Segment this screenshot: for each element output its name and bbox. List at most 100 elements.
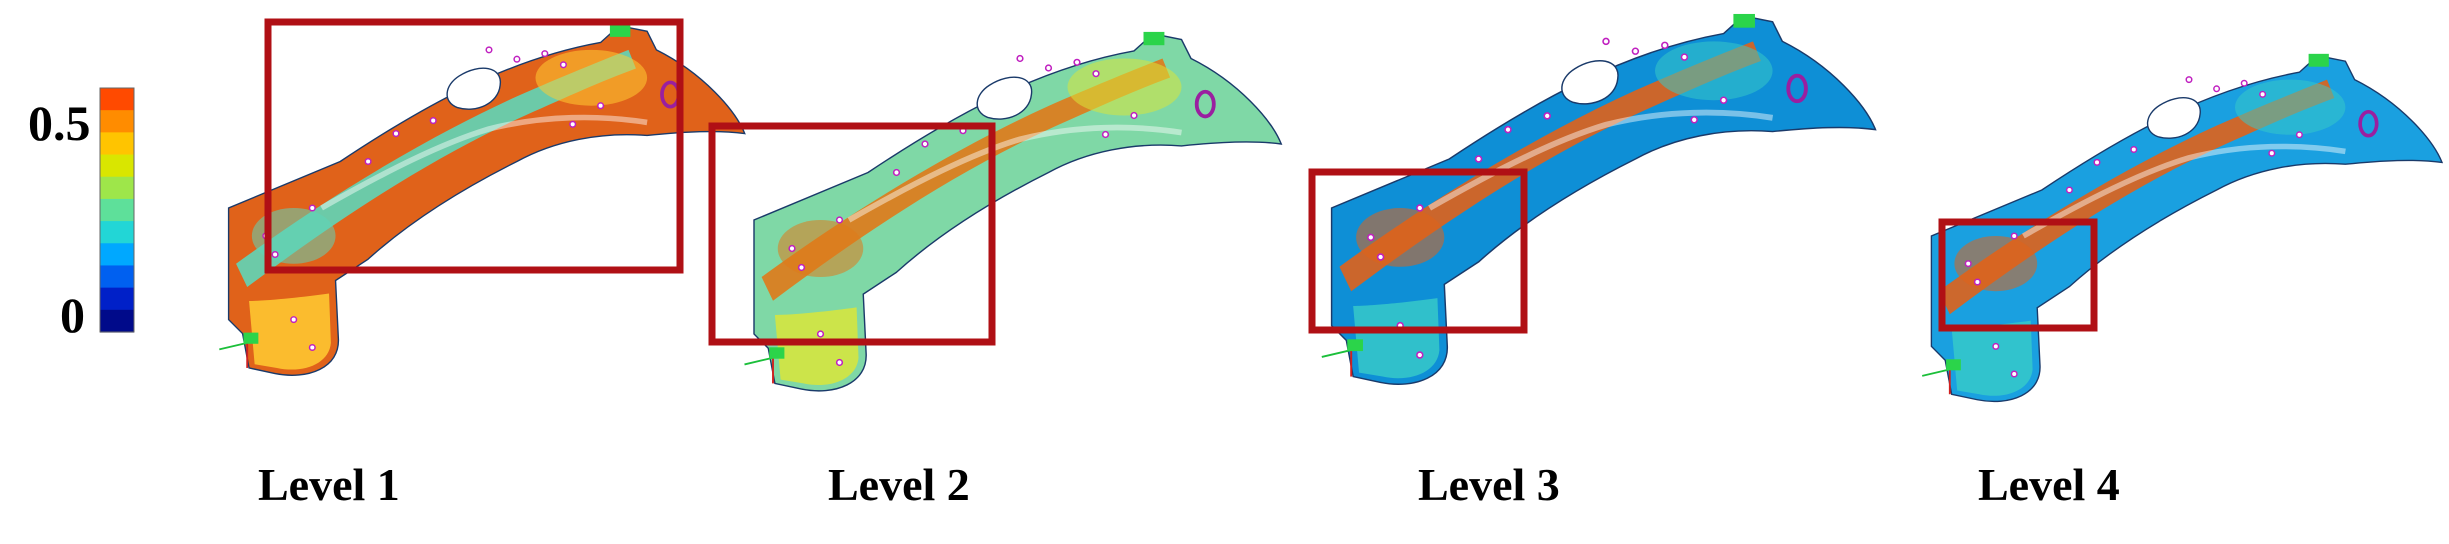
legend-swatch xyxy=(100,221,134,244)
legend-swatch xyxy=(100,88,134,111)
contour-plot-level-2 xyxy=(744,31,1283,392)
panel-label-level-1: Level 1 xyxy=(258,459,400,510)
legend-swatch xyxy=(100,287,134,311)
weld-point xyxy=(1130,111,1138,120)
weld-point xyxy=(1973,278,1981,286)
weld-point xyxy=(1680,53,1689,61)
weld-point xyxy=(1101,130,1110,139)
weld-point xyxy=(2259,90,2267,98)
stress-band xyxy=(1938,79,2335,315)
contour-patch xyxy=(1067,58,1182,116)
part-hole xyxy=(1561,60,1619,105)
weld-point xyxy=(364,157,372,166)
constraint-marker xyxy=(1733,13,1755,28)
weld-point xyxy=(429,117,437,125)
lower-bracket xyxy=(1353,298,1440,379)
weld-point xyxy=(597,102,605,110)
slot-marker xyxy=(1786,73,1808,104)
weld-point xyxy=(2240,79,2248,87)
constraint-marker xyxy=(609,23,631,37)
lower-bracket xyxy=(1951,320,2033,396)
weld-point xyxy=(2268,149,2276,157)
contour-patch xyxy=(535,49,648,106)
contour-patch xyxy=(1356,208,1445,267)
constraint-marker xyxy=(1347,339,1363,352)
weld-point xyxy=(1073,58,1081,66)
legend-swatch xyxy=(100,243,134,267)
weld-point xyxy=(797,263,806,272)
stress-band xyxy=(1339,41,1761,292)
lower-bracket xyxy=(249,293,331,370)
weld-point xyxy=(559,61,567,69)
panel-label-level-2: Level 2 xyxy=(828,459,970,510)
contour-patch xyxy=(2235,79,2346,135)
panel-label-level-4: Level 4 xyxy=(1978,459,2120,510)
legend-border xyxy=(99,87,135,333)
part-surface xyxy=(753,33,1283,392)
highlight-box-level-4 xyxy=(1938,218,2098,332)
legend-swatch xyxy=(100,198,134,222)
weld-point xyxy=(892,168,901,177)
contour-patch xyxy=(251,208,336,264)
stress-band xyxy=(761,58,1171,301)
constraint-marker xyxy=(2308,53,2329,67)
weld-point xyxy=(2213,85,2221,93)
weld-point xyxy=(788,244,796,253)
weld-point xyxy=(271,250,279,259)
weld-point xyxy=(816,330,825,338)
weld-point xyxy=(835,216,844,224)
weld-point xyxy=(1719,96,1728,104)
surface-ridge xyxy=(2022,143,2346,239)
panel-label-level-3: Level 3 xyxy=(1418,459,1560,510)
slot-marker xyxy=(1194,89,1216,119)
legend-max-label: 0.5 xyxy=(28,95,91,151)
weld-point xyxy=(541,50,549,58)
surface-ridge xyxy=(847,124,1182,223)
legend-swatch xyxy=(100,309,134,333)
weld-point xyxy=(1602,37,1610,46)
constraint-marker xyxy=(243,332,259,344)
weld-point xyxy=(2185,76,2193,84)
weld-point xyxy=(2093,158,2101,166)
weld-point xyxy=(1543,112,1551,120)
legend-min-label: 0 xyxy=(60,287,85,343)
highlight-box-level-3 xyxy=(1308,168,1528,334)
weld-point xyxy=(1376,253,1385,261)
weld-point xyxy=(485,46,493,54)
legend-swatch xyxy=(100,176,134,200)
weld-point xyxy=(308,343,316,352)
weld-point xyxy=(290,316,298,324)
slot-marker xyxy=(2358,109,2379,138)
weld-point xyxy=(1964,260,1972,268)
axis-triad xyxy=(744,347,785,384)
weld-point xyxy=(1631,47,1640,55)
part-surface xyxy=(1930,54,2444,403)
legend-swatch xyxy=(100,154,134,178)
part-hole xyxy=(976,76,1033,120)
stress-band xyxy=(236,49,636,288)
weld-point xyxy=(1661,41,1669,50)
weld-point xyxy=(1044,64,1053,72)
constraint-marker xyxy=(1946,359,1961,371)
weld-point xyxy=(835,358,844,367)
weld-point xyxy=(1016,54,1024,63)
weld-point xyxy=(921,140,929,148)
highlight-box-level-1 xyxy=(264,18,684,274)
weld-point xyxy=(2010,232,2018,240)
lower-bracket xyxy=(774,307,859,386)
weld-point xyxy=(1992,342,2000,350)
constraint-marker xyxy=(1143,31,1165,46)
contour-plot-level-4 xyxy=(1921,53,2444,403)
weld-point xyxy=(392,130,400,138)
axis-triad xyxy=(1321,339,1363,377)
weld-point xyxy=(1092,70,1100,78)
weld-point xyxy=(308,204,316,212)
legend-swatch xyxy=(100,265,134,289)
weld-point xyxy=(569,120,577,128)
weld-point xyxy=(2295,131,2303,139)
axis-triad xyxy=(219,332,259,368)
weld-point xyxy=(2010,370,2018,378)
part-surface xyxy=(227,24,746,376)
